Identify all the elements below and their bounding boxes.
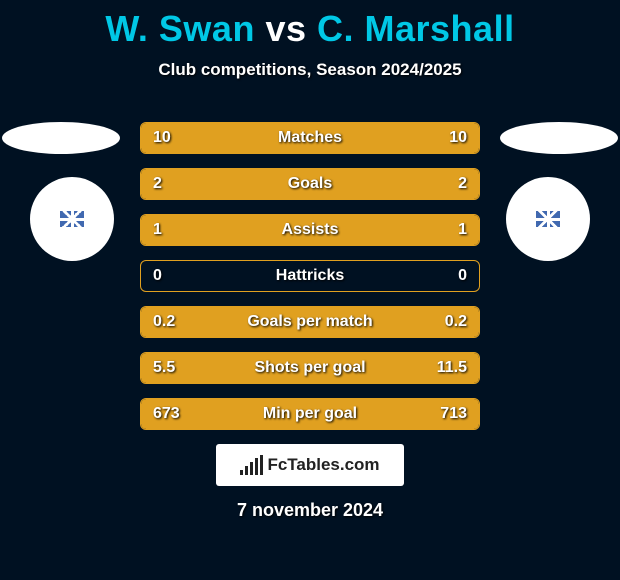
stat-value-right: 713 xyxy=(440,405,467,423)
bar-icon-segment xyxy=(250,462,253,475)
stat-value-left: 1 xyxy=(153,221,162,239)
stat-value-left: 5.5 xyxy=(153,359,175,377)
bar-icon-segment xyxy=(240,470,243,475)
stat-row: 1 Assists 1 xyxy=(140,214,480,246)
stat-label: Min per goal xyxy=(263,405,357,423)
stat-row: 0.2 Goals per match 0.2 xyxy=(140,306,480,338)
stat-value-right: 2 xyxy=(458,175,467,193)
stat-label: Goals xyxy=(288,175,332,193)
stat-row: 10 Matches 10 xyxy=(140,122,480,154)
stat-value-left: 0.2 xyxy=(153,313,175,331)
stat-row: 5.5 Shots per goal 11.5 xyxy=(140,352,480,384)
flag-icon xyxy=(60,211,84,227)
flag-icon xyxy=(536,211,560,227)
stat-value-left: 0 xyxy=(153,267,162,285)
bar-icon-segment xyxy=(245,466,248,475)
stat-label: Goals per match xyxy=(247,313,372,331)
stat-value-left: 10 xyxy=(153,129,171,147)
stat-label: Matches xyxy=(278,129,342,147)
stat-label: Assists xyxy=(282,221,339,239)
stat-label: Hattricks xyxy=(276,267,344,285)
logo-text: FcTables.com xyxy=(267,455,379,475)
bars-icon xyxy=(240,455,263,475)
stat-value-left: 2 xyxy=(153,175,162,193)
comparison-title: W. Swan vs C. Marshall xyxy=(0,0,620,50)
source-logo: FcTables.com xyxy=(216,444,404,486)
player1-name: W. Swan xyxy=(105,8,255,49)
stat-value-right: 0.2 xyxy=(445,313,467,331)
stat-row: 2 Goals 2 xyxy=(140,168,480,200)
snapshot-date: 7 november 2024 xyxy=(0,500,620,521)
player2-badge xyxy=(506,177,590,261)
subtitle: Club competitions, Season 2024/2025 xyxy=(0,60,620,80)
stat-value-right: 1 xyxy=(458,221,467,239)
bar-icon-segment xyxy=(255,458,258,475)
stat-row: 0 Hattricks 0 xyxy=(140,260,480,292)
stats-table: 10Matches102Goals21Assists10Hattricks00.… xyxy=(140,122,480,444)
player1-badge xyxy=(30,177,114,261)
stat-fill-left xyxy=(141,169,310,199)
bar-icon-segment xyxy=(260,455,263,475)
player2-name: C. Marshall xyxy=(317,8,515,49)
vs-text: vs xyxy=(265,8,306,49)
stat-fill-right xyxy=(310,169,479,199)
stat-value-right: 0 xyxy=(458,267,467,285)
player2-avatar-shadow xyxy=(500,122,618,154)
player1-avatar-shadow xyxy=(2,122,120,154)
stat-value-right: 11.5 xyxy=(437,359,467,377)
stat-label: Shots per goal xyxy=(254,359,365,377)
stat-value-right: 10 xyxy=(449,129,467,147)
stat-row: 673 Min per goal 713 xyxy=(140,398,480,430)
stat-value-left: 673 xyxy=(153,405,180,423)
